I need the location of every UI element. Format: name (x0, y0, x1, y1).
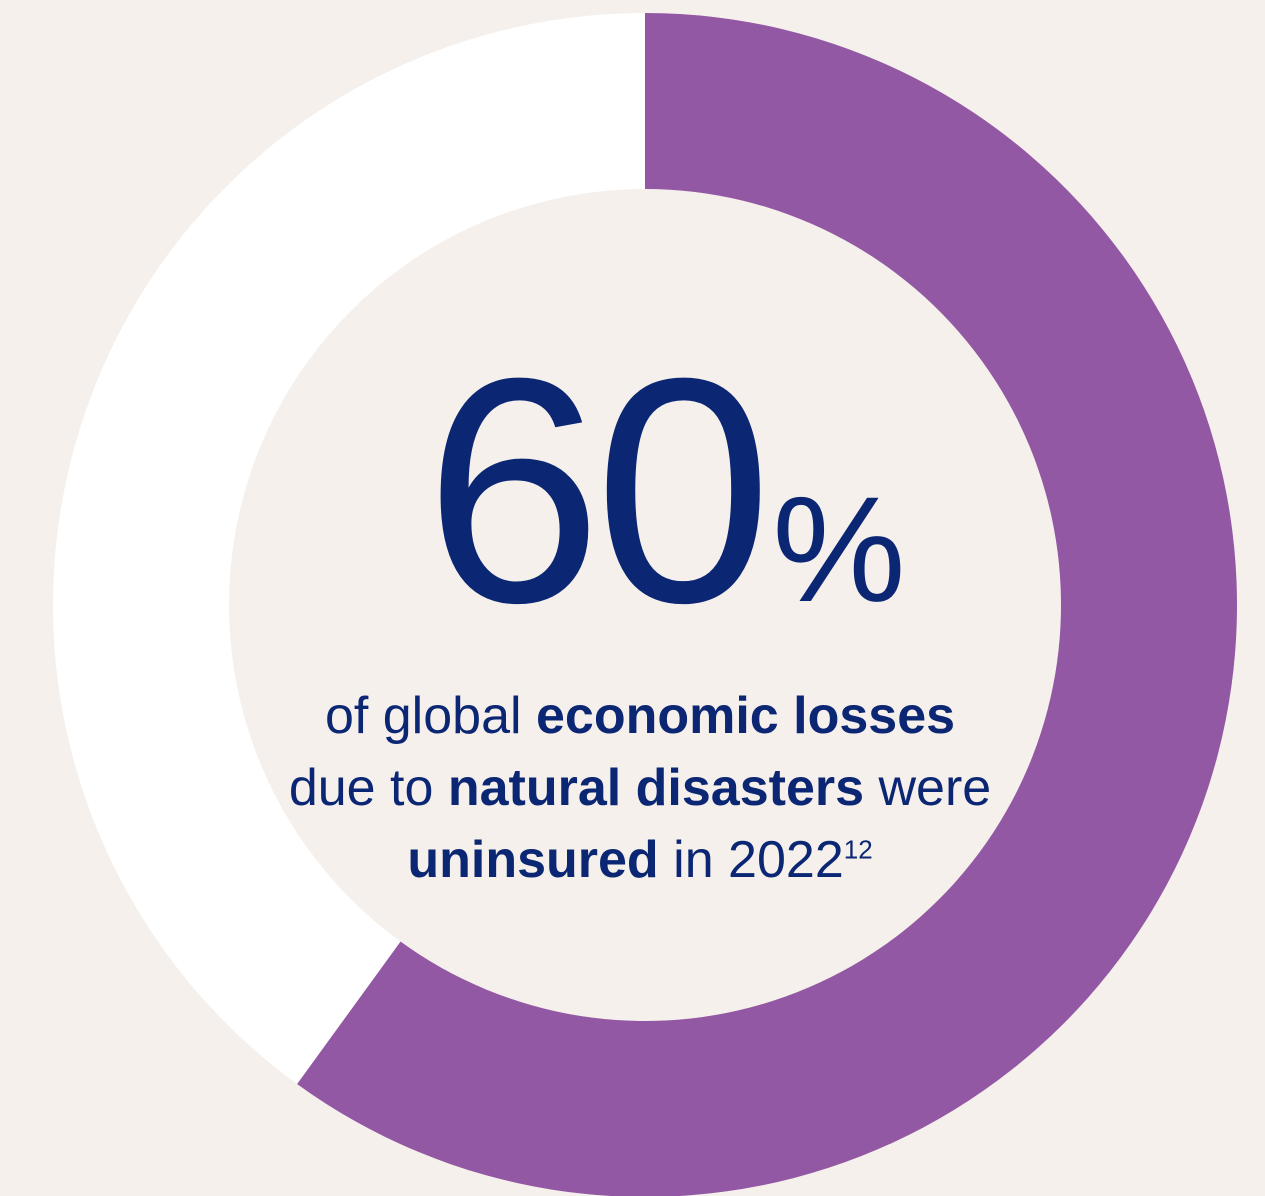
caption-line2-bold: natural disasters (447, 759, 865, 817)
caption-line2-normal-a: due to (288, 759, 448, 817)
percent-sign: % (772, 465, 906, 633)
big-number: 60 % (424, 330, 905, 650)
big-value: 60 (424, 311, 772, 669)
caption-line3-normal: in 2022 (658, 831, 844, 889)
donut-slice-uninsured (297, 13, 1237, 1196)
footnote-marker: 12 (843, 834, 873, 865)
caption-line2-normal-b: were (864, 759, 992, 817)
caption: of global economic losses due to natural… (250, 680, 1030, 896)
caption-line1-bold: economic losses (535, 687, 956, 745)
center-statistic: 60 % of global economic losses due to na… (250, 330, 1030, 896)
donut-slice-insured (52, 13, 645, 1084)
caption-line3-bold: uninsured (407, 831, 659, 889)
caption-line1-normal: of global (324, 687, 536, 745)
